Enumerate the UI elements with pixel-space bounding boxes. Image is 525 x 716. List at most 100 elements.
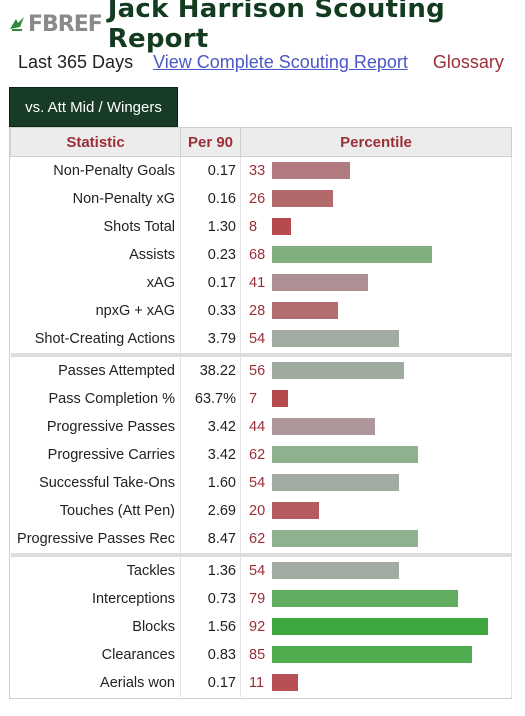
period-label: Last 365 Days — [18, 52, 134, 72]
stat-name: Progressive Passes Rec — [10, 525, 181, 555]
percentile-bar — [272, 162, 350, 179]
percentile-bar — [272, 330, 399, 347]
stat-name: Clearances — [10, 641, 181, 669]
stat-name: npxG + xAG — [10, 297, 181, 325]
per90-value: 2.69 — [180, 497, 241, 525]
table-row: Tackles 1.36 54 — [10, 553, 512, 585]
tab-att-mid-wingers[interactable]: vs. Att Mid / Wingers — [9, 87, 178, 127]
percentile-value: 85 — [249, 647, 266, 663]
column-header-per90[interactable]: Per 90 — [180, 128, 241, 157]
per90-value: 3.42 — [180, 441, 241, 469]
per90-value: 1.36 — [180, 553, 241, 585]
percentile-bar — [272, 302, 338, 319]
percentile-cell: 62 — [240, 441, 512, 469]
per90-value: 0.73 — [180, 585, 241, 613]
percentile-value: 56 — [249, 363, 266, 379]
per90-value: 0.16 — [180, 185, 241, 213]
percentile-value: 79 — [249, 591, 266, 607]
percentile-bar — [272, 474, 399, 491]
per90-value: 3.79 — [180, 325, 241, 355]
table-row: Non-Penalty Goals 0.17 33 — [10, 156, 512, 185]
percentile-bar — [272, 590, 458, 607]
fbref-logo[interactable]: FBREF — [8, 11, 103, 37]
per90-value: 0.17 — [180, 269, 241, 297]
table-row: Progressive Passes Rec 8.47 62 — [10, 525, 512, 555]
percentile-value: 62 — [249, 531, 266, 547]
stat-name: Tackles — [10, 553, 181, 585]
stat-name: Non-Penalty xG — [10, 185, 181, 213]
percentile-cell: 11 — [240, 669, 512, 697]
page-title: Jack Harrison Scouting Report — [107, 0, 445, 54]
percentile-bar — [272, 274, 368, 291]
table-row: npxG + xAG 0.33 28 — [10, 297, 512, 325]
per90-value: 0.17 — [180, 156, 241, 185]
percentile-value: 7 — [249, 391, 258, 407]
column-header-percentile[interactable]: Percentile — [240, 128, 512, 157]
stat-name: Assists — [10, 241, 181, 269]
percentile-cell: 85 — [240, 641, 512, 669]
percentile-bar — [272, 418, 375, 435]
per90-value: 8.47 — [180, 525, 241, 555]
table-row: Shot-Creating Actions 3.79 54 — [10, 325, 512, 355]
percentile-bar — [272, 530, 418, 547]
stat-name: Progressive Passes — [10, 413, 181, 441]
percentile-bar — [272, 246, 432, 263]
percentile-cell: 54 — [240, 325, 512, 355]
percentile-value: 20 — [249, 503, 266, 519]
table-row: Aerials won 0.17 11 — [10, 669, 512, 697]
percentile-value: 33 — [249, 163, 266, 179]
table-row: xAG 0.17 41 — [10, 269, 512, 297]
percentile-value: 26 — [249, 191, 266, 207]
stat-name: Passes Attempted — [10, 353, 181, 385]
logo-text: FBREF — [28, 11, 103, 37]
percentile-cell: 68 — [240, 241, 512, 269]
percentile-value: 54 — [249, 563, 266, 579]
stat-name: Interceptions — [10, 585, 181, 613]
table-row: Shots Total 1.30 8 — [10, 213, 512, 241]
stat-name: Pass Completion % — [10, 385, 181, 413]
percentile-cell: 26 — [240, 185, 512, 213]
percentile-bar — [272, 618, 488, 635]
table-header-row: Statistic Per 90 Percentile — [10, 128, 512, 157]
percentile-cell: 92 — [240, 613, 512, 641]
percentile-bar — [272, 362, 404, 379]
stat-name: Blocks — [10, 613, 181, 641]
per90-value: 0.83 — [180, 641, 241, 669]
per90-value: 3.42 — [180, 413, 241, 441]
glossary-link[interactable]: Glossary — [432, 52, 504, 72]
per90-value: 0.17 — [180, 669, 241, 697]
stat-name: Touches (Att Pen) — [10, 497, 181, 525]
percentile-value: 54 — [249, 475, 266, 491]
per90-value: 1.56 — [180, 613, 241, 641]
table-row: Pass Completion % 63.7% 7 — [10, 385, 512, 413]
percentile-value: 28 — [249, 303, 266, 319]
percentile-cell: 33 — [240, 156, 512, 185]
percentile-bar — [272, 562, 399, 579]
table-row: Passes Attempted 38.22 56 — [10, 353, 512, 385]
link-bar: Last 365 Days View Complete Scouting Rep… — [18, 52, 515, 73]
stat-name: Successful Take-Ons — [10, 469, 181, 497]
percentile-value: 41 — [249, 275, 266, 291]
percentile-cell: 7 — [240, 385, 512, 413]
percentile-cell: 20 — [240, 497, 512, 525]
per90-value: 0.33 — [180, 297, 241, 325]
table-row: Interceptions 0.73 79 — [10, 585, 512, 613]
percentile-cell: 56 — [240, 353, 512, 385]
percentile-value: 8 — [249, 219, 258, 235]
percentile-value: 68 — [249, 247, 266, 263]
percentile-bar — [272, 446, 418, 463]
header: FBREF Jack Harrison Scouting Report — [8, 0, 525, 54]
column-header-statistic[interactable]: Statistic — [10, 128, 181, 157]
view-complete-report-link[interactable]: View Complete Scouting Report — [153, 52, 408, 72]
per90-value: 63.7% — [180, 385, 241, 413]
table-row: Clearances 0.83 85 — [10, 641, 512, 669]
per90-value: 1.60 — [180, 469, 241, 497]
stat-name: Progressive Carries — [10, 441, 181, 469]
table-row: Blocks 1.56 92 — [10, 613, 512, 641]
percentile-cell: 8 — [240, 213, 512, 241]
percentile-bar — [272, 674, 298, 691]
per90-value: 1.30 — [180, 213, 241, 241]
table-row: Progressive Passes 3.42 44 — [10, 413, 512, 441]
percentile-cell: 54 — [240, 469, 512, 497]
table-row: Progressive Carries 3.42 62 — [10, 441, 512, 469]
